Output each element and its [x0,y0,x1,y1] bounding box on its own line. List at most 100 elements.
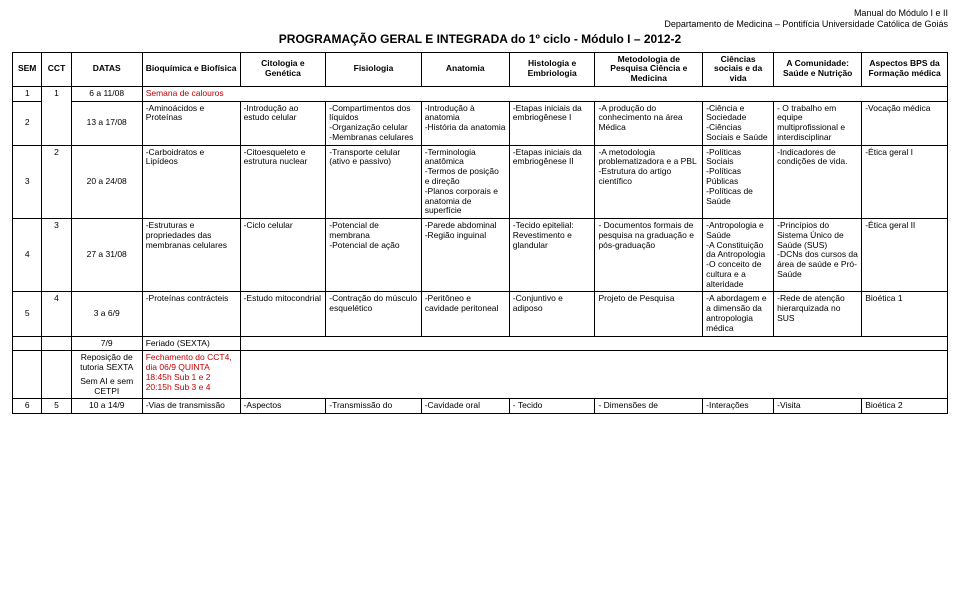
col-his: Histologia e Embriologia [509,52,595,86]
table-row: Reposição de tutoria SEXTA Fechamento do… [13,351,948,375]
cell-feriado: Feriado (SEXTA) [142,336,240,351]
cell-datas-sub: Sem AI e sem CETPI [71,375,142,399]
cell-semana-calouros: Semana de calouros [142,86,947,101]
cell-sem: 1 [13,86,42,101]
header-line-1: Manual do Módulo I e II [12,8,948,19]
cell-bps: -Ética geral I [862,145,948,218]
cell-ana: -Parede abdominal-Região inguinal [421,219,509,292]
cell-met: -A produção do conhecimento na área Médi… [595,101,703,145]
cell-com: -Rede de atenção hierarquizada no SUS [774,292,862,336]
cell-ana: -Cavidade oral [421,399,509,414]
cell-sem [13,336,42,351]
cell-sem [13,351,42,399]
col-cit: Citologia e Genética [240,52,326,86]
cell-cit: -Aspectos [240,399,326,414]
cell-datas: 13 a 17/08 [71,101,142,145]
table-row: 1 1 6 a 11/08 Semana de calouros [13,86,948,101]
cell-datas: Reposição de tutoria SEXTA [71,351,142,375]
cell-cie: -Antropologia e Saúde-A Constituição da … [703,219,774,292]
cell-datas: 27 a 31/08 [71,219,142,292]
page-title: PROGRAMAÇÃO GERAL E INTEGRADA do 1º cicl… [12,32,948,46]
cell-his: - Tecido [509,399,595,414]
col-ana: Anatomia [421,52,509,86]
cell-his: -Conjuntivo e adiposo [509,292,595,336]
col-met: Metodologia de Pesquisa Ciência e Medici… [595,52,703,86]
cell-ana: -Peritôneo e cavidade peritoneal [421,292,509,336]
col-com: A Comunidade: Saúde e Nutrição [774,52,862,86]
cell-fis: -Contração do músculo esquelético [326,292,421,336]
cell-met: Projeto de Pesquisa [595,292,703,336]
cell-datas: 3 a 6/9 [71,292,142,336]
cell-bps: -Vocação médica [862,101,948,145]
cell-fis: -Potencial de membrana-Potencial de ação [326,219,421,292]
table-header-row: SEM CCT DATAS Bioquímica e Biofísica Cit… [13,52,948,86]
cell-ana: -Introdução à anatomia-História da anato… [421,101,509,145]
table-row: 4 3 27 a 31/08 -Estruturas e propriedade… [13,219,948,292]
schedule-table: SEM CCT DATAS Bioquímica e Biofísica Cit… [12,52,948,415]
cell-his: -Tecido epitelial: Revestimento e glandu… [509,219,595,292]
col-fis: Fisiologia [326,52,421,86]
table-row: 7/9 Feriado (SEXTA) [13,336,948,351]
cell-bio: -Vias de transmissão [142,399,240,414]
cell-bio: -Aminoácidos e Proteínas [142,101,240,145]
col-cct: CCT [42,52,71,86]
cell-com: -Indicadores de condições de vida. [774,145,862,218]
cell-bps: -Ética geral II [862,219,948,292]
cell-cct [42,351,71,399]
cell-cct: 2 [42,145,71,218]
col-cie: Ciências sociais e da vida [703,52,774,86]
cell-bps: Bioética 1 [862,292,948,336]
cell-fis: -Transporte celular(ativo e passivo) [326,145,421,218]
table-row: 2 13 a 17/08 -Aminoácidos e Proteínas -I… [13,101,948,145]
cell-com: -Visita [774,399,862,414]
cell-his: -Etapas iniciais da embriogênese I [509,101,595,145]
col-bio: Bioquímica e Biofísica [142,52,240,86]
cell-sem: 6 [13,399,42,414]
cell-cct [42,336,71,351]
red-text-c: 20:15h Sub 3 e 4 [146,382,211,392]
cell-empty [240,336,947,351]
header-line-2: Departamento de Medicina – Pontifícia Un… [12,19,948,30]
cell-cit: -Estudo mitocondrial [240,292,326,336]
col-datas: DATAS [71,52,142,86]
cell-cct: 1 [42,86,71,145]
cell-datas: 10 a 14/9 [71,399,142,414]
cell-bio: -Estruturas e propriedades das membranas… [142,219,240,292]
cell-bps: Bioética 2 [862,399,948,414]
cell-datas: 7/9 [71,336,142,351]
cell-cct: 5 [42,399,71,414]
cell-datas: 6 a 11/08 [71,86,142,101]
cell-fis: -Transmissão do [326,399,421,414]
cell-cit: -Citoesqueleto e estrutura nuclear [240,145,326,218]
cell-bio: -Proteínas contrácteis [142,292,240,336]
cell-his: -Etapas iniciais da embriogênese II [509,145,595,218]
table-row: 6 5 10 a 14/9 -Vias de transmissão -Aspe… [13,399,948,414]
cell-fis: -Compartimentos dos líquidos-Organização… [326,101,421,145]
cell-cie: -A abordagem e a dimensão da antropologi… [703,292,774,336]
cell-com: - O trabalho em equipe multiprofissional… [774,101,862,145]
cell-datas: 20 a 24/08 [71,145,142,218]
table-row: 3 2 20 a 24/08 -Carboidratos e Lipídeos … [13,145,948,218]
cell-met: - Documentos formais de pesquisa na grad… [595,219,703,292]
red-text-a: Fechamento do CCT4, dia 06/9 QUINTA [146,352,232,372]
cell-cie: -Interações [703,399,774,414]
cell-sem: 2 [13,101,42,145]
cell-cct: 3 [42,219,71,292]
cell-fechamento: Fechamento do CCT4, dia 06/9 QUINTA 18:4… [142,351,240,399]
cell-com: -Princípios do Sistema Único de Saúde (S… [774,219,862,292]
cell-sem: 3 [13,145,42,218]
col-bps: Aspectos BPS da Formação médica [862,52,948,86]
cell-cit: -Ciclo celular [240,219,326,292]
cell-sem: 5 [13,292,42,336]
cell-sem: 4 [13,219,42,292]
cell-met: - Dimensões de [595,399,703,414]
col-sem: SEM [13,52,42,86]
cell-cie: -Políticas Sociais-Políticas Públicas-Po… [703,145,774,218]
cell-empty [240,351,947,399]
cell-met: -A metodologia problematizadora e a PBL-… [595,145,703,218]
cell-bio: -Carboidratos e Lipídeos [142,145,240,218]
cell-cct: 4 [42,292,71,336]
cell-cie: -Ciência e Sociedade-Ciências Sociais e … [703,101,774,145]
table-row: 5 4 3 a 6/9 -Proteínas contrácteis -Estu… [13,292,948,336]
red-text-b: 18:45h Sub 1 e 2 [146,372,211,382]
